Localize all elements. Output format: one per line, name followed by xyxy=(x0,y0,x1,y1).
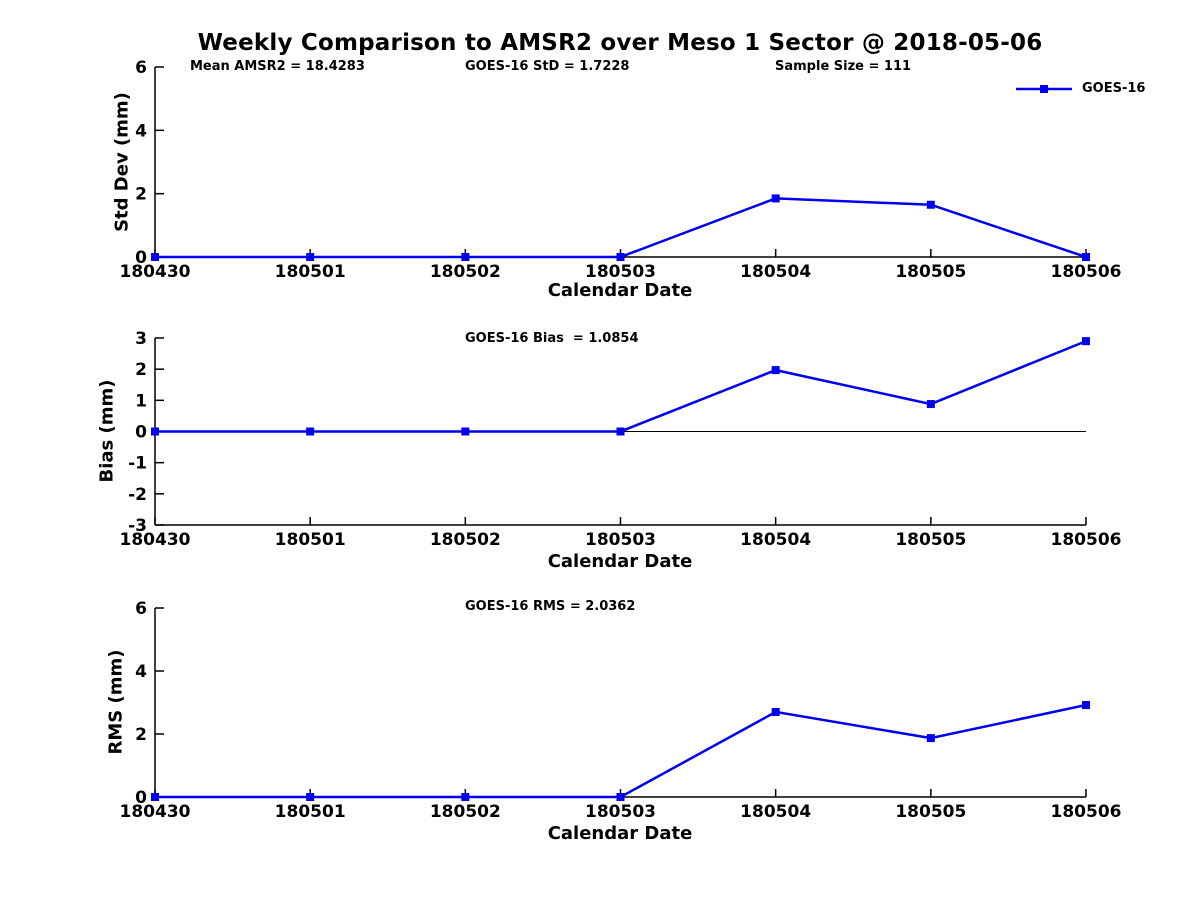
annotation-mean-amsr2: Mean AMSR2 = 18.4283 xyxy=(190,59,365,74)
x-tick-label: 180506 xyxy=(1051,262,1122,282)
data-point-marker xyxy=(1082,253,1090,261)
x-tick-label: 180503 xyxy=(585,262,656,282)
y-tick-label: 1 xyxy=(135,391,147,411)
data-point-marker xyxy=(151,793,159,801)
y-tick-label: 2 xyxy=(135,360,147,380)
x-tick-label: 180504 xyxy=(740,262,811,282)
x-tick-label: 180503 xyxy=(585,802,656,822)
x-tick-label: 180501 xyxy=(275,530,346,550)
data-point-marker xyxy=(616,253,625,261)
data-point-marker xyxy=(461,253,470,261)
x-tick-label: 180502 xyxy=(430,530,501,550)
x-tick-label: 180506 xyxy=(1051,530,1122,550)
annotation-sample-size: Sample Size = 111 xyxy=(775,59,912,74)
annotation-goes16-std: GOES-16 StD = 1.7228 xyxy=(465,59,630,74)
x-tick-label: 180505 xyxy=(895,262,966,282)
data-point-marker xyxy=(461,427,470,436)
xlabel-calendar-date-3: Calendar Date xyxy=(547,823,693,844)
y-tick-label: 2 xyxy=(135,725,147,745)
annotation-goes16-bias: GOES-16 Bias = 1.0854 xyxy=(465,331,639,346)
x-tick-label: 180503 xyxy=(585,530,656,550)
y-tick-label: -2 xyxy=(128,485,147,505)
data-point-marker xyxy=(771,366,780,375)
ylabel-std-dev: Std Dev (mm) xyxy=(111,92,133,232)
data-point-marker xyxy=(771,194,780,203)
series-line xyxy=(155,703,1087,799)
y-tick-label: 0 xyxy=(135,248,147,268)
data-point-marker xyxy=(616,793,625,801)
data-point-marker xyxy=(151,427,159,436)
data-point-marker xyxy=(151,253,159,261)
x-tick-label: 180501 xyxy=(275,262,346,282)
data-point-marker xyxy=(926,400,935,409)
y-tick-label: 2 xyxy=(135,185,147,205)
y-tick-label: 0 xyxy=(135,788,147,808)
x-tick-label: 180430 xyxy=(120,262,191,282)
ylabel-bias: Bias (mm) xyxy=(96,379,118,483)
y-tick-label: -1 xyxy=(128,454,147,474)
x-tick-label: 180502 xyxy=(430,802,501,822)
legend-label: GOES-16 xyxy=(1082,81,1146,96)
x-tick-label: 180505 xyxy=(895,802,966,822)
data-point-marker xyxy=(926,200,935,209)
y-tick-label: 6 xyxy=(135,58,147,78)
data-point-marker xyxy=(306,793,315,801)
data-point-marker xyxy=(306,253,315,261)
x-tick-label: 180501 xyxy=(275,802,346,822)
x-tick-label: 180506 xyxy=(1051,802,1122,822)
y-tick-label: -3 xyxy=(128,516,147,536)
legend-line-icon xyxy=(1016,84,1072,93)
xlabel-calendar-date-1: Calendar Date xyxy=(547,280,693,301)
legend-marker xyxy=(1040,84,1048,93)
ylabel-rms: RMS (mm) xyxy=(105,649,127,755)
series-line xyxy=(155,197,1087,259)
data-point-marker xyxy=(1082,701,1090,710)
xlabel-calendar-date-2: Calendar Date xyxy=(547,551,693,572)
x-tick-label: 180430 xyxy=(120,530,191,550)
y-tick-label: 6 xyxy=(135,599,147,619)
data-point-marker xyxy=(461,793,470,801)
data-point-marker xyxy=(1082,337,1090,346)
data-point-marker xyxy=(306,427,315,436)
y-tick-label: 4 xyxy=(135,121,147,141)
y-tick-label: 0 xyxy=(135,423,147,443)
series-line xyxy=(155,339,1087,433)
x-tick-label: 180430 xyxy=(120,802,191,822)
figure-title: Weekly Comparison to AMSR2 over Meso 1 S… xyxy=(197,30,1043,56)
y-tick-label: 4 xyxy=(135,662,147,682)
y-tick-label: 3 xyxy=(135,329,147,349)
data-point-marker xyxy=(771,707,780,716)
legend: GOES-16 xyxy=(1014,81,1145,96)
x-tick-label: 180504 xyxy=(740,530,811,550)
x-tick-label: 180502 xyxy=(430,262,501,282)
data-point-marker xyxy=(926,734,935,743)
x-tick-label: 180504 xyxy=(740,802,811,822)
data-point-marker xyxy=(616,427,625,436)
annotation-goes16-rms: GOES-16 RMS = 2.0362 xyxy=(465,599,636,614)
x-tick-label: 180505 xyxy=(895,530,966,550)
